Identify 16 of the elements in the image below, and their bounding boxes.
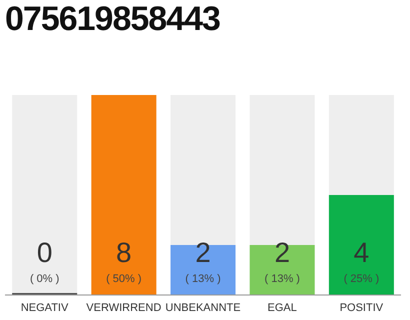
chart-title: 075619858443 [5,0,220,39]
annotation: ( 13% ) [264,273,300,285]
data-label: 0 [36,237,52,268]
x-tick-label: UNBEKANNTE [165,302,241,314]
annotation: ( 25% ) [344,273,380,285]
data-label: 8 [116,237,132,268]
x-tick-label: VERWIRREND [86,302,162,314]
annotation: ( 13% ) [185,273,221,285]
data-label: 2 [195,237,211,268]
annotation: ( 0% ) [30,273,60,285]
x-tick-label: EGAL [268,302,297,314]
data-label: 4 [354,237,370,268]
x-tick-label: NEGATIV [20,302,69,314]
data-label: 2 [274,237,290,268]
annotation: ( 50% ) [106,273,142,285]
x-tick-label: POSITIV [340,302,384,314]
